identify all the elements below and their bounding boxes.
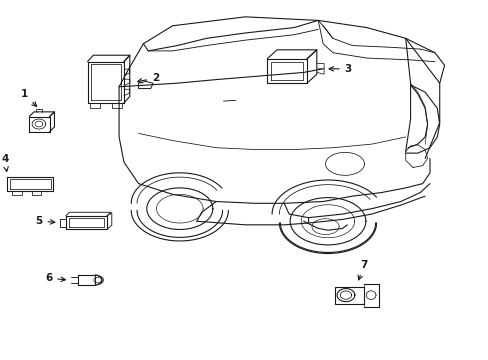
Text: 6: 6 [45, 273, 65, 283]
Text: 7: 7 [357, 260, 367, 280]
Text: 1: 1 [20, 89, 37, 107]
Text: 5: 5 [35, 216, 55, 226]
Text: 2: 2 [137, 73, 159, 83]
Text: 4: 4 [1, 154, 9, 171]
Text: 3: 3 [328, 64, 351, 74]
